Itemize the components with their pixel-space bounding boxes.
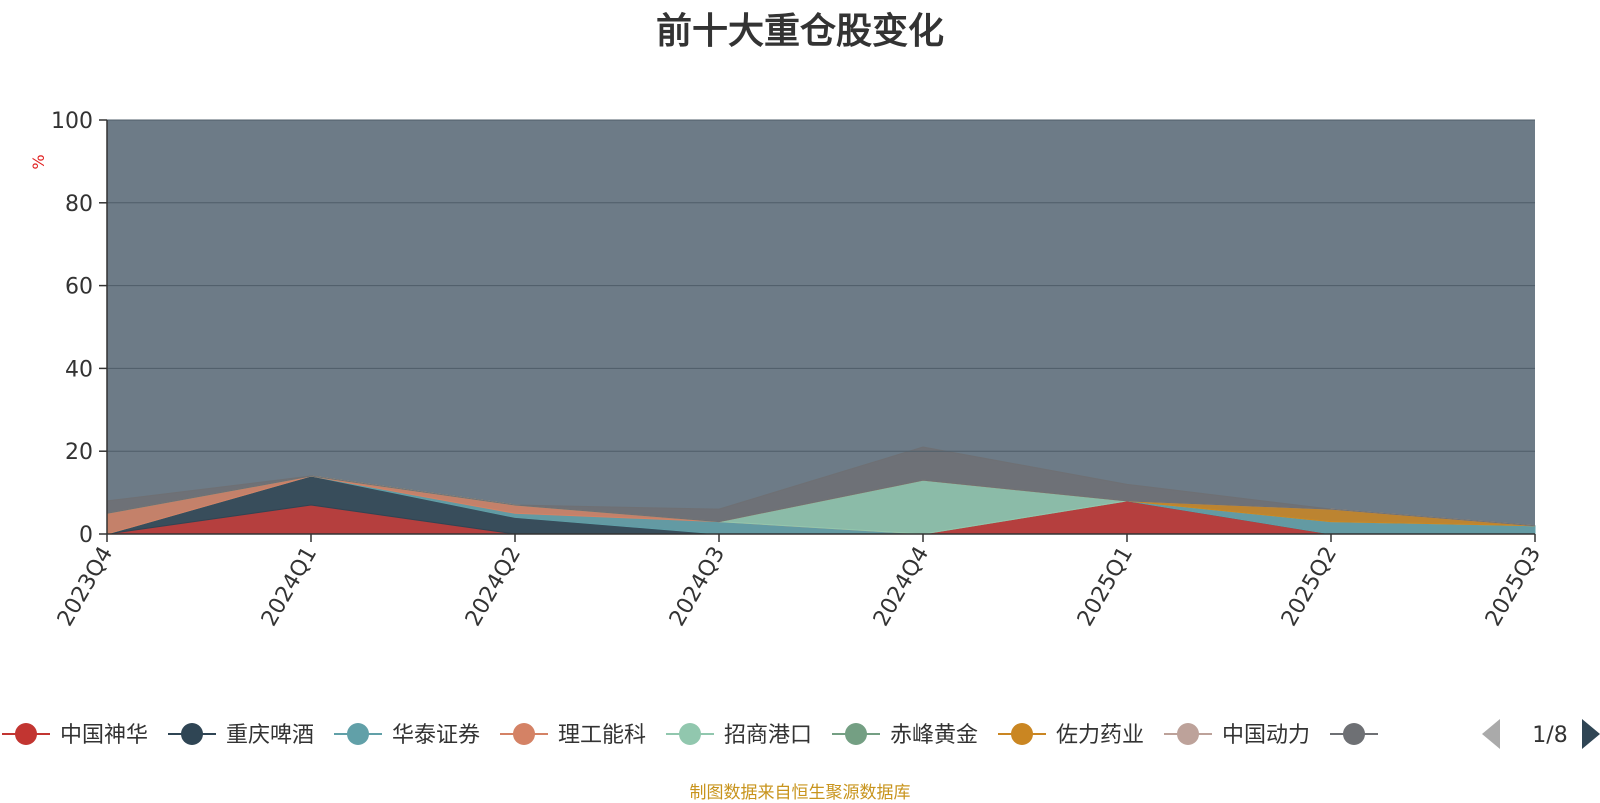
y-tick-label: 80 <box>65 192 93 217</box>
legend-item-2[interactable]: 华泰证券 <box>334 723 480 748</box>
legend-item-0[interactable]: 中国神华 <box>2 723 148 748</box>
legend-item-8[interactable] <box>1330 723 1378 745</box>
area-series-8 <box>106 446 1536 527</box>
plot-background <box>107 120 1535 534</box>
legend-label: 佐力药业 <box>1056 723 1144 748</box>
y-tick-label: 100 <box>51 109 93 134</box>
legend-item-6[interactable]: 佐力药业 <box>998 723 1144 748</box>
x-tick-label: 2024Q3 <box>665 543 730 631</box>
legend-label: 招商港口 <box>724 723 812 748</box>
x-tick-label: 2025Q1 <box>1073 543 1138 631</box>
x-tick-label: 2023Q4 <box>53 543 118 631</box>
legend-circle-icon <box>679 723 701 745</box>
legend-item-3[interactable]: 理工能科 <box>500 723 646 748</box>
legend-page-text: 1/8 <box>1532 723 1567 748</box>
x-tick-label: 2024Q4 <box>869 543 934 631</box>
y-axis-label: % <box>29 154 48 169</box>
legend-label: 重庆啤酒 <box>226 723 314 748</box>
legend-item-4[interactable]: 招商港口 <box>666 723 812 748</box>
y-tick-label: 0 <box>79 523 93 548</box>
x-tick-label: 2024Q2 <box>461 543 526 631</box>
chart-title: 前十大重仓股变化 <box>655 11 944 52</box>
legend-circle-icon <box>181 723 203 745</box>
legend-item-5[interactable]: 赤峰黄金 <box>832 723 978 748</box>
legend-circle-icon <box>513 723 535 745</box>
triangle-right-icon[interactable] <box>1582 719 1600 749</box>
legend-label: 中国神华 <box>60 723 148 748</box>
legend-circle-icon <box>845 723 867 745</box>
legend-pager: 1/8 <box>1482 719 1600 749</box>
x-tick-label: 2024Q1 <box>257 543 322 631</box>
legend-circle-icon <box>1011 723 1033 745</box>
gridlines <box>107 119 1535 452</box>
y-tick-label: 60 <box>65 275 93 300</box>
y-tick-label: 40 <box>65 357 93 382</box>
legend-circle-icon <box>1177 723 1199 745</box>
legend-label: 中国动力 <box>1222 723 1310 748</box>
triangle-left-icon[interactable] <box>1482 719 1500 749</box>
legend-circle-icon <box>15 723 37 745</box>
legend-label: 理工能科 <box>558 723 646 748</box>
x-tick-label: 2025Q2 <box>1277 543 1342 631</box>
x-tick-label: 2025Q3 <box>1481 543 1546 631</box>
legend-label: 赤峰黄金 <box>890 723 978 748</box>
legend-item-1[interactable]: 重庆啤酒 <box>168 723 314 748</box>
legend-circle-icon <box>347 723 369 745</box>
legend-label: 华泰证券 <box>392 723 480 748</box>
source-note: 制图数据来自恒生聚源数据库 <box>689 783 911 803</box>
legend-item-7[interactable]: 中国动力 <box>1164 723 1310 748</box>
legend-circle-icon <box>1343 723 1365 745</box>
legend: 中国神华 重庆啤酒 华泰证券 理工能科 招商港口 赤峰黄金 佐力药业 中国动力 <box>2 723 1378 748</box>
y-tick-label: 20 <box>65 440 93 465</box>
